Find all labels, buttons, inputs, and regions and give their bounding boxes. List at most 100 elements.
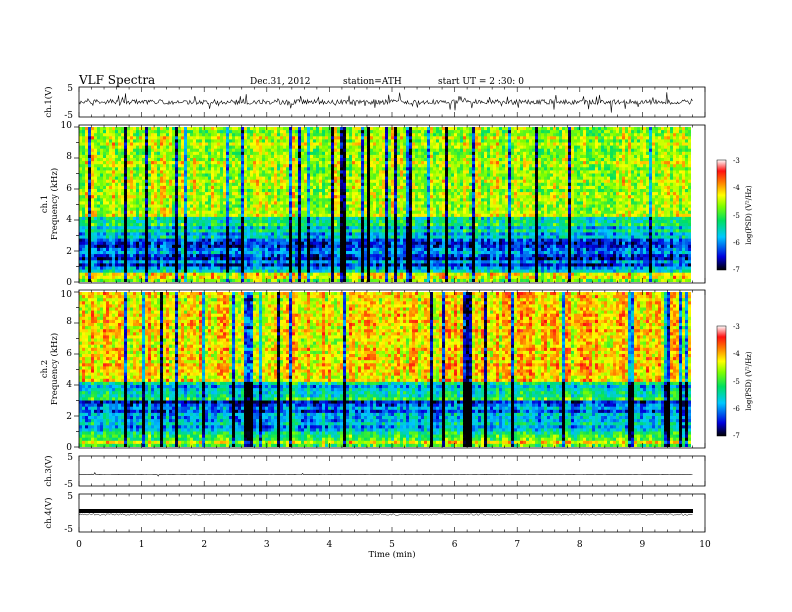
ch1-spectrogram-cell [607,198,611,202]
ch1-spectrogram-cell [523,136,527,140]
ch1-spectrogram-cell [88,154,92,159]
ch1-spectrogram-cell [619,151,623,156]
ch1-spectrogram-cell [118,133,122,137]
ch1-spectrogram-cell [109,154,113,159]
ch1-spectrogram-cell [286,142,290,146]
ch1-spectrogram-cell [172,170,176,174]
ch1-spectrogram-cell [541,161,545,165]
ch1-spectrogram-cell [202,189,206,193]
ch1-spectrogram-cell [481,161,485,165]
ch1-spectrogram-cell [319,127,323,131]
ch1-spectrogram-cell [361,139,365,143]
ch1-spectrogram-cell [157,133,161,137]
ch1-spectrogram-cell [655,142,659,146]
ch1-spectrogram-cell [139,195,143,199]
ch1-spectrogram-cell [598,154,602,159]
ch1-spectrogram-cell [148,176,152,181]
ch1-spectrogram-cell [85,189,89,193]
ch1-spectrogram-cell [508,145,512,150]
ch1-spectrogram-cell [430,142,434,146]
ch1-spectrogram-cell [112,145,116,150]
ch1-spectrogram-cell [673,182,677,187]
ch1-spectrogram-cell [136,195,140,199]
ch1-spectrogram-cell [256,139,260,143]
ch1-spectrogram-cell [163,164,167,168]
ch1-spectrogram-cell [523,179,527,184]
ch1-spectrogram-cell [481,170,485,174]
ch1-spectrogram-cell [637,192,641,196]
ch1-spectrogram-cell [247,164,251,168]
ch1-spectrogram-cell [487,127,491,131]
ch1-spectrogram-cell [496,182,500,187]
ch1-spectrogram-cell [622,158,626,162]
ch1-spectrogram-cell [109,130,113,134]
ch1-spectrogram-cell [175,195,179,199]
ch1-spectrogram-cell [454,142,458,146]
ch1-spectrogram-cell [91,192,95,196]
ch1-spectrogram-cell [583,182,587,187]
ch1-spectrogram-cell [481,164,485,168]
ch1-spectrogram-cell [607,195,611,199]
ch1-spectrogram-cell [460,192,464,196]
ch1-spectrogram-cell [688,151,691,156]
ch1-spectrogram-cell [499,130,503,134]
ch1-spectrogram-cell [283,142,287,146]
ch1-spectrogram-cell [364,154,368,159]
ch1-spectrogram-cell [301,151,305,156]
ch1-spectrogram-cell [190,127,194,131]
ch1-spectrogram-cell [577,195,581,199]
ch1-spectrogram-cell [253,195,257,199]
ch1-spectrogram-cell [364,195,368,199]
ch1-spectrogram-cell [586,127,590,131]
ch1-spectrogram-cell [511,133,515,137]
ch1-spectrogram-cell [193,176,197,181]
ch1-spectrogram-cell [322,170,326,174]
ch1-spectrogram-cell [520,127,524,131]
ch1-spectrogram-cell [652,148,656,153]
ch1-spectrogram-cell [97,161,101,165]
ch1-spectrogram-cell [598,142,602,146]
ch1-spectrogram-cell [190,136,194,140]
ch1-spectrogram-cell [118,161,122,165]
ch1-spectrogram-cell [643,148,647,153]
ch1-spectrogram-cell [418,154,422,159]
ch1-spectrogram-cell [406,127,410,131]
ch1-spectrogram-cell [460,170,464,174]
ch1-spectrogram-cell [457,148,461,153]
ch1-spectrogram-cell [364,139,368,143]
ch1-spectrogram-cell [661,161,665,165]
ch1-spectrogram-cell [316,136,320,140]
ch1-spectrogram-cell [355,189,359,193]
ch1-spectrogram-cell [487,179,491,184]
ch1-spectrogram-cell [655,164,659,168]
ch1-spectrogram-cell [586,198,590,202]
ch1-spectrogram-cell [313,130,317,134]
ch1-spectrogram-cell [673,130,677,134]
ch1-spectrogram-cell [121,185,125,190]
ch1-spectrogram-cell [355,185,359,190]
ch1-spectrogram-cell [379,145,383,150]
ch1-spectrogram-cell [298,154,302,159]
ch1-spectrogram-cell [265,133,269,137]
ch1-spectrogram-cell [547,145,551,150]
ch1-spectrogram-cell [580,148,584,153]
ch1-spectrogram-cell [367,164,371,168]
ch1-spectrogram-cell [541,127,545,131]
ch1-spectrogram-cell [316,161,320,165]
ch1-spectrogram-cell [568,158,572,162]
ch1-spectrogram-cell [211,189,215,193]
ch1-spectrogram-cell [481,185,485,190]
ch1-spectrogram-cell [544,127,548,131]
ch1-spectrogram-cell [433,167,437,171]
ch1-spectrogram-cell [211,185,215,190]
ch1-spectrogram-cell [214,182,218,187]
ch1-spectrogram-cell [514,164,518,168]
ch1-spectrogram-cell [589,142,593,146]
ch1-spectrogram-cell [526,173,530,177]
ch1-spectrogram-cell [184,154,188,159]
ch1-spectrogram-cell [94,136,98,140]
ch1-spectrogram-cell [262,133,266,137]
ch1-spectrogram-cell [322,189,326,193]
ch1-spectrogram-cell [259,164,263,168]
ch1-spectrogram-cell [304,148,308,153]
